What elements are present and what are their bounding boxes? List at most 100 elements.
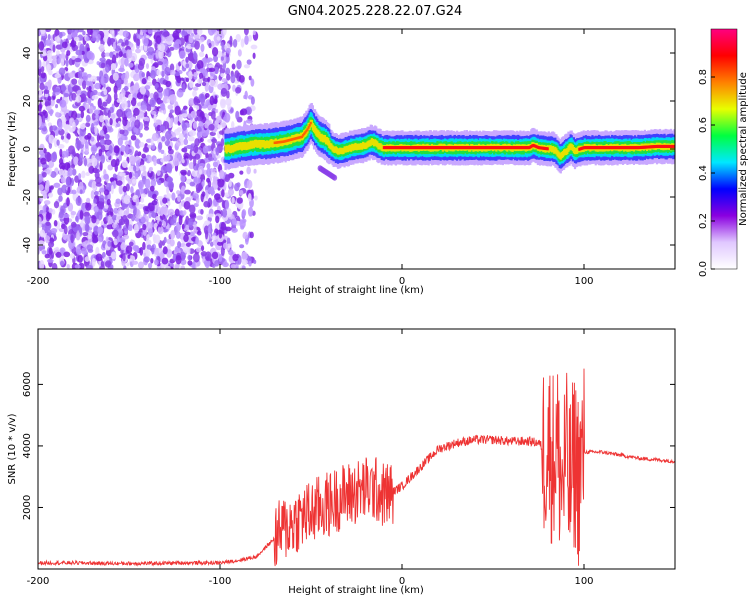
spectrogram-noise-blob — [141, 193, 147, 198]
spectrogram-noise-blob — [231, 197, 235, 204]
spectrogram-noise-blob — [142, 146, 150, 153]
spectrogram-noise-blob — [75, 95, 82, 103]
spectrogram-noise-blob — [123, 234, 130, 240]
spectrogram-noise-blob — [153, 157, 157, 166]
spectrogram-noise-blob — [70, 221, 77, 228]
spectrogram-noise-blob — [185, 77, 189, 83]
spectrogram-noise-blob — [60, 135, 65, 140]
spectrogram-noise-blob — [254, 195, 258, 201]
spectrogram-noise-blob — [175, 29, 182, 34]
spectrogram-noise-blob — [93, 225, 100, 236]
spectrogram-noise-blob — [93, 190, 99, 196]
spectrogram-noise-blob — [125, 71, 130, 80]
spectrogram-noise-blob — [240, 38, 245, 48]
spectrogram-noise-blob — [158, 49, 164, 59]
spectrogram-noise-blob — [166, 98, 170, 103]
spectrogram-noise-blob — [166, 155, 171, 162]
spectrogram-noise-blob — [85, 80, 90, 86]
spectrogram-noise-blob — [86, 197, 91, 204]
spectrogram-noise-blob — [135, 160, 141, 167]
spectrogram-noise-blob — [220, 73, 225, 78]
spectrogram-noise-blob — [68, 72, 75, 79]
spectrogram-noise-blob — [225, 67, 231, 75]
spectrogram-noise-blob — [95, 253, 103, 262]
spectrogram-noise-blob — [169, 63, 175, 72]
spectrogram-noise-blob — [100, 260, 105, 268]
spectrogram-noise-blob — [62, 169, 68, 179]
spectrogram-noise-blob — [113, 85, 118, 94]
spectrogram-noise-blob — [82, 80, 87, 90]
spectrogram-noise-blob — [220, 246, 225, 257]
spectrogram-noise-blob — [80, 93, 87, 103]
spectrogram-noise-blob — [183, 105, 188, 110]
spectrogram-noise-blob — [141, 78, 147, 85]
spectrogram-noise-blob — [79, 189, 83, 195]
spectrogram-noise-blob — [119, 209, 124, 217]
spectrogram-y-tick-label: 0 — [22, 146, 33, 152]
spectrogram-noise-blob — [65, 120, 71, 125]
spectrogram-noise-blob — [239, 170, 244, 175]
spectrogram-noise-blob — [91, 180, 97, 191]
spectrogram-noise-blob — [184, 189, 191, 195]
spectrogram-noise-blob — [57, 144, 65, 149]
spectrogram-noise-blob — [47, 34, 51, 40]
spectrogram-noise-blob — [102, 101, 108, 107]
spectrogram-noise-blob — [170, 218, 175, 226]
spectrogram-noise-blob — [48, 160, 55, 168]
spectrogram-noise-blob — [150, 69, 156, 79]
spectrogram-noise-blob — [143, 187, 150, 194]
spectrogram-ridge-core — [305, 129, 308, 133]
spectrogram-noise-blob — [178, 114, 183, 124]
spectrogram-noise-blob — [43, 85, 49, 91]
spectrogram-noise-blob — [123, 77, 128, 85]
spectrogram-noise-blob — [225, 97, 232, 106]
spectrogram-noise-blob — [117, 137, 123, 146]
spectrogram-noise-blob — [81, 170, 86, 179]
spectrogram-noise-blob — [206, 177, 211, 183]
spectrogram-noise-blob — [126, 111, 133, 119]
spectrogram-noise-blob — [97, 226, 104, 235]
spectrogram-noise-blob — [38, 116, 43, 127]
spectrogram-noise-blob — [226, 243, 233, 248]
spectrogram-noise-blob — [109, 177, 115, 183]
spectrogram-noise-blob — [78, 105, 85, 112]
spectrogram-noise-blob — [193, 144, 199, 154]
spectrogram-noise-blob — [210, 168, 217, 173]
spectrogram-noise-blob — [149, 166, 154, 172]
spectrogram-noise-blob — [182, 83, 186, 93]
spectrogram-noise-blob — [156, 69, 161, 76]
spectrogram-noise-blob — [248, 260, 252, 267]
spectrogram-noise-blob — [100, 220, 104, 226]
spectrogram-noise-blob — [211, 46, 219, 57]
spectrogram-noise-blob — [180, 265, 186, 269]
spectrogram-noise-blob — [165, 265, 171, 269]
spectrogram-noise-blob — [173, 41, 180, 51]
spectrogram-noise-blob — [75, 245, 81, 255]
spectrogram-noise-blob — [224, 174, 231, 183]
spectrogram-noise-blob — [133, 165, 137, 172]
spectrogram-noise-blob — [108, 145, 113, 154]
spectrogram-noise-blob — [246, 59, 252, 65]
spectrogram-noise-blob — [116, 108, 124, 118]
spectrogram-noise-blob — [61, 184, 68, 194]
spectrogram-noise-blob — [183, 234, 189, 243]
spectrogram-noise-blob — [39, 259, 45, 269]
spectrogram-noise-blob — [90, 37, 97, 42]
spectrogram-noise-blob — [235, 110, 240, 120]
spectrogram-noise-blob — [97, 208, 103, 216]
spectrogram-noise-blob — [58, 158, 64, 165]
spectrogram-noise-blob — [123, 85, 129, 92]
spectrogram-noise-blob — [95, 182, 102, 187]
spectrogram-noise-blob — [71, 92, 77, 101]
spectrogram-noise-blob — [122, 253, 126, 262]
spectrogram-noise-blob — [88, 165, 95, 174]
spectrogram-noise-blob — [82, 72, 89, 83]
spectrogram-noise-blob — [158, 141, 163, 151]
spectrogram-noise-blob — [191, 170, 198, 177]
spectrogram-noise-blob — [198, 169, 203, 175]
spectrogram-ridge-core — [301, 134, 305, 137]
spectrogram-noise-blob — [41, 98, 46, 106]
colorbar-ticks: 0.00.20.40.60.8 — [698, 69, 715, 277]
spectrogram-noise-blob — [107, 109, 111, 118]
